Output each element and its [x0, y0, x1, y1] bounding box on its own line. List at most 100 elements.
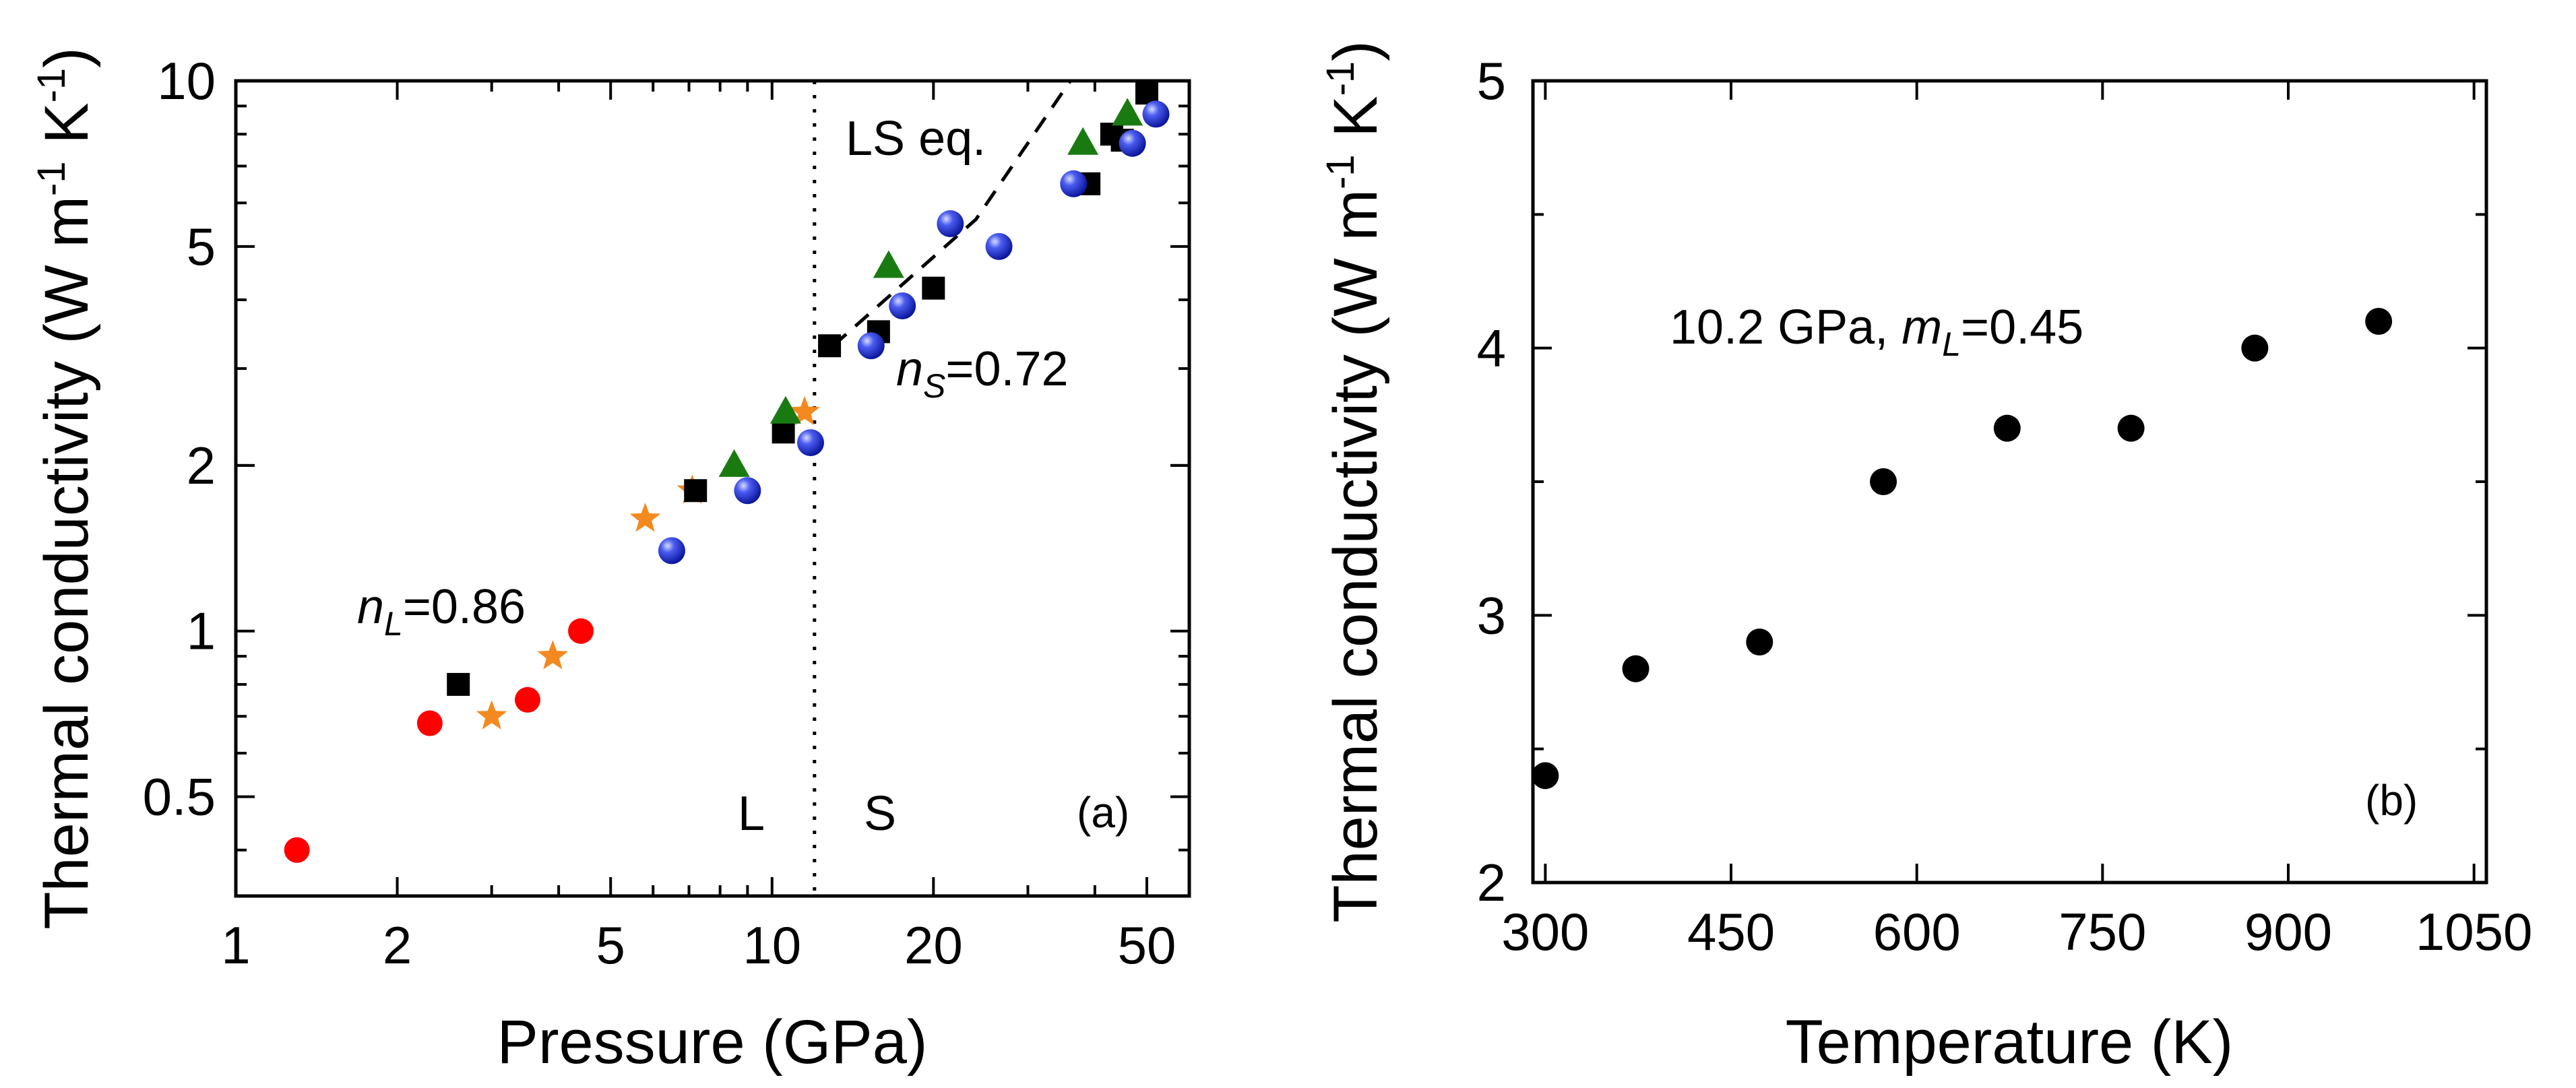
nL-value: =0.86	[403, 580, 526, 634]
data-point-sphere	[937, 210, 964, 238]
data-point-circle	[2117, 414, 2145, 442]
x-tick-label-b: 300	[1501, 902, 1589, 961]
nS-value: =0.72	[945, 342, 1068, 396]
data-point-star	[476, 700, 507, 730]
y-tick-label-b: 4	[1477, 319, 1506, 378]
y-label-a-sup2: -1	[30, 68, 73, 103]
data-point-triangle	[1067, 127, 1099, 155]
data-point-triangle	[1112, 98, 1143, 126]
data-point-sphere	[658, 537, 685, 565]
pressure-text: 10.2 GPa,	[1670, 300, 1902, 354]
y-tick-label-a: 1	[187, 602, 216, 661]
data-point-circle	[416, 710, 443, 736]
ls-eq-label: LS eq.	[846, 112, 986, 166]
x-tick-label-a: 20	[904, 916, 963, 975]
y-label-a-main: Thermal conductivity (W m	[32, 196, 101, 930]
y-label-b-main: Thermal conductivity (W m	[1321, 189, 1390, 923]
nS-subscript: S	[923, 367, 945, 405]
x-tick-label-a: 50	[1118, 916, 1176, 975]
data-point-star	[629, 503, 661, 532]
data-point-circle	[284, 837, 310, 863]
y-tick-label-a: 2	[187, 436, 216, 495]
x-tick-label-b: 600	[1873, 902, 1961, 961]
data-point-star	[789, 395, 820, 426]
x-tick-label-a: 5	[596, 916, 625, 975]
y-label-b-sup1: -1	[1319, 154, 1362, 189]
data-point-sphere	[734, 477, 761, 505]
y-tick-label-b: 2	[1477, 853, 1506, 912]
pressure-annotation: 10.2 GPa, mL=0.45	[1670, 300, 2083, 363]
panel-label-b: (b)	[2365, 776, 2418, 825]
y-label-b-mid: K	[1321, 96, 1390, 154]
x-tick-label-b: 1050	[2416, 902, 2533, 961]
y-label-a-mid: K	[32, 102, 101, 161]
y-tick-label-a: 5	[187, 217, 216, 276]
data-point-circle	[2365, 308, 2393, 335]
nL-subscript: L	[384, 605, 403, 643]
y-tick-label-b: 3	[1477, 585, 1506, 645]
x-tick-label-b: 450	[1687, 902, 1775, 961]
panel-label-a: (a)	[1077, 788, 1129, 837]
data-point-triangle	[769, 395, 801, 424]
data-point-circle	[1746, 629, 1773, 655]
tick-labels-b: 300 450 600 750 900 1050 2 3 4 5	[1477, 51, 2533, 961]
data-point-sphere	[985, 232, 1013, 260]
y-tick-label-a: 0.5	[143, 767, 216, 827]
region-S-label: S	[864, 787, 896, 841]
x-axis-label-a: Pressure (GPa)	[497, 1008, 927, 1077]
data-point-circle	[1993, 414, 2021, 442]
data-point-sphere	[1142, 100, 1170, 128]
data-point-sphere	[889, 292, 916, 319]
nL-annotation: nL=0.86	[357, 580, 526, 643]
y-tick-label-b: 5	[1477, 51, 1506, 110]
data-point-circle	[568, 618, 594, 644]
data-point-triangle	[718, 449, 750, 477]
y-label-a-end: )	[32, 47, 101, 68]
data-point-sphere	[796, 429, 824, 457]
data-point-circle	[1622, 655, 1650, 682]
data-point-square	[447, 672, 470, 696]
data-point-circle	[2241, 334, 2269, 362]
data-point-circle	[1870, 468, 1897, 495]
ticks-b	[1533, 79, 2486, 884]
data-point-sphere	[857, 332, 885, 360]
data-point-triangle	[873, 250, 904, 278]
mL-value: =0.45	[1961, 300, 2083, 354]
plot-frame-a	[234, 79, 1191, 898]
data-point-circle	[1532, 762, 1559, 790]
y-label-a-sup1: -1	[30, 161, 73, 196]
region-L-label: L	[738, 787, 765, 841]
data-points-a	[284, 82, 1170, 863]
data-point-square	[684, 479, 708, 503]
nS-letter: n	[896, 342, 923, 396]
y-label-b-sup2: -1	[1319, 61, 1362, 96]
x-tick-label-a: 10	[743, 916, 801, 975]
mL-subscript: L	[1942, 325, 1961, 363]
nS-annotation: nS=0.72	[896, 342, 1069, 405]
x-tick-label-a: 2	[383, 916, 412, 975]
x-tick-label-a: 1	[221, 916, 250, 975]
data-point-square	[818, 334, 842, 358]
x-tick-label-b: 750	[2059, 902, 2146, 961]
nL-letter: n	[357, 580, 384, 634]
data-point-sphere	[1060, 170, 1088, 197]
y-label-b-end: )	[1321, 40, 1390, 61]
mL-letter: m	[1902, 300, 1942, 354]
x-axis-label-b: Temperature (K)	[1786, 1008, 2234, 1077]
data-point-square	[772, 420, 795, 444]
y-axis-label-b: Thermal conductivity (W m-1 K-1)	[1319, 40, 1390, 923]
data-point-star	[537, 640, 569, 670]
data-point-sphere	[1119, 129, 1146, 157]
data-point-square	[922, 276, 945, 300]
plot-frame-b	[1531, 79, 2488, 885]
panel-b: 300 450 600 750 900 1050 2 3 4 5 10.2 GPa, mL=0.4…	[1319, 40, 2532, 1077]
ls-equilibrium-dashed-line	[831, 81, 1072, 348]
data-point-circle	[514, 686, 540, 713]
y-tick-label-a: 10	[157, 51, 216, 110]
ticks-a	[234, 79, 1191, 896]
y-axis-label-a: Thermal conductivity (W m-1 K-1)	[30, 47, 101, 930]
data-points-b	[1532, 308, 2393, 790]
tick-labels-a: 1 2 5 10 20 50 0.5 1 2 5 10	[143, 51, 1176, 975]
